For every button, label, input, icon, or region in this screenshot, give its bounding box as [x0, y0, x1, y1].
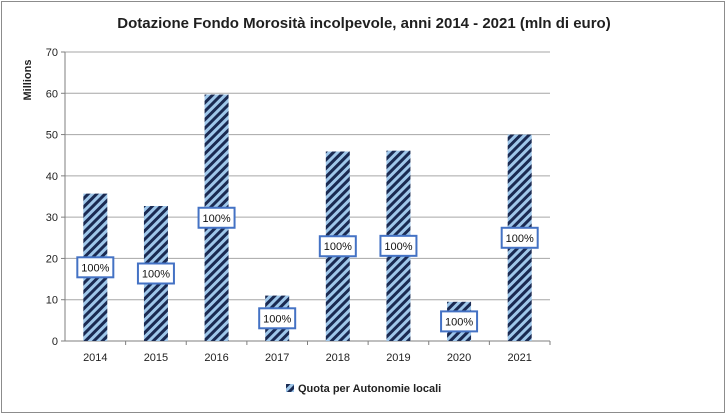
y-tick-label: 70	[46, 47, 58, 59]
legend-swatch	[286, 384, 294, 392]
x-tick-label: 2014	[83, 352, 107, 364]
x-tick-label: 2020	[447, 352, 471, 364]
tick-labels: 0 10 20 30 40 50 60 70 2014 2015 2016 2017 2018 2019 2…	[46, 47, 532, 364]
data-label-2015: 100%	[136, 262, 175, 285]
x-tick-label: 2018	[326, 352, 350, 364]
data-label-2021: 100%	[500, 226, 539, 249]
data-label-text: 100%	[263, 313, 291, 325]
x-tick-label: 2021	[507, 352, 531, 364]
data-label-text: 100%	[142, 268, 170, 280]
data-label-2016: 100%	[197, 206, 236, 229]
y-tick-label: 30	[46, 212, 58, 224]
legend-entry: Quota per Autonomie locali	[298, 383, 441, 395]
axes	[64, 52, 551, 345]
y-tick-label: 0	[52, 336, 58, 348]
data-label-box	[440, 310, 479, 333]
data-label-2018: 100%	[318, 235, 357, 258]
data-label-box	[500, 226, 539, 249]
data-label-text: 100%	[324, 241, 352, 253]
data-label-2020: 100%	[440, 310, 479, 333]
y-tick-label: 40	[46, 171, 58, 183]
x-tick-label: 2016	[204, 352, 228, 364]
data-label-2017: 100%	[258, 307, 297, 330]
legend: Quota per Autonomie locali	[286, 383, 441, 395]
y-tick-label: 60	[46, 88, 58, 100]
data-label-text: 100%	[81, 262, 109, 274]
data-labels: 100% 100% 100% 100% 100% 100% 100% 100%	[76, 206, 539, 333]
y-tick-label: 20	[46, 253, 58, 265]
data-label-box	[258, 307, 297, 330]
data-label-box	[379, 234, 418, 257]
y-tick-label: 50	[46, 130, 58, 142]
data-label-2019: 100%	[379, 234, 418, 257]
x-tick-label: 2017	[265, 352, 289, 364]
data-label-text: 100%	[445, 316, 473, 328]
data-label-2014: 100%	[76, 256, 115, 279]
chart-title: Dotazione Fondo Morosità incolpevole, an…	[117, 15, 610, 32]
y-tick-label: 10	[46, 295, 58, 307]
x-tick-label: 2015	[144, 352, 168, 364]
x-tick-label: 2019	[386, 352, 410, 364]
bars	[83, 94, 532, 341]
data-label-box	[197, 206, 236, 229]
data-label-box	[76, 256, 115, 279]
data-label-box	[136, 262, 175, 285]
data-label-text: 100%	[506, 233, 534, 245]
data-label-box	[318, 235, 357, 258]
y-axis-label: Millions	[22, 60, 34, 101]
gridlines	[61, 51, 550, 342]
data-label-text: 100%	[202, 213, 230, 225]
data-label-text: 100%	[384, 241, 412, 253]
